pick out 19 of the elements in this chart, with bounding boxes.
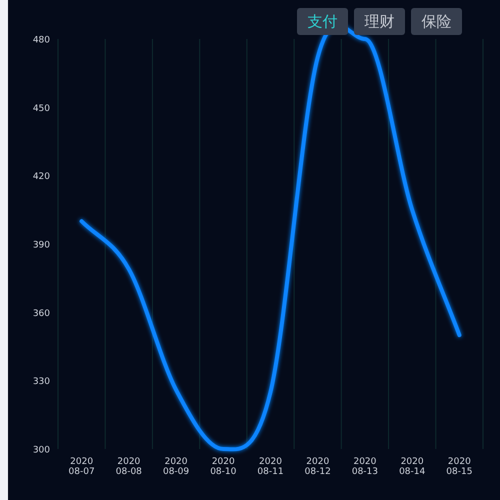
x-tick-label: 2020 08-09 <box>162 457 190 477</box>
x-tick-label: 2020 08-15 <box>446 457 472 477</box>
y-tick-label: 300 <box>32 446 50 456</box>
y-tick-label: 330 <box>32 377 50 388</box>
x-tick-label: 2020 08-12 <box>304 457 331 477</box>
y-tick-label: 390 <box>32 240 50 250</box>
x-tick-label: 2020 08-10 <box>210 457 237 477</box>
y-tick-label: 420 <box>32 172 50 182</box>
x-tick-label: 2020 08-14 <box>399 457 426 477</box>
text: 理财 <box>364 12 394 30</box>
y-tick-label: 480 <box>32 36 50 46</box>
text: 支付 <box>308 12 338 30</box>
text: 保险 <box>422 12 452 30</box>
y-tick-label: 360 <box>32 308 50 319</box>
x-tick-label: 2020 08-07 <box>68 457 95 477</box>
y-tick-label: 450 <box>32 104 50 114</box>
x-tick-label: 2020 08-11 <box>257 457 284 477</box>
x-tick-label: 2020 08-08 <box>116 457 142 477</box>
x-tick-label: 2020 08-13 <box>352 457 378 477</box>
